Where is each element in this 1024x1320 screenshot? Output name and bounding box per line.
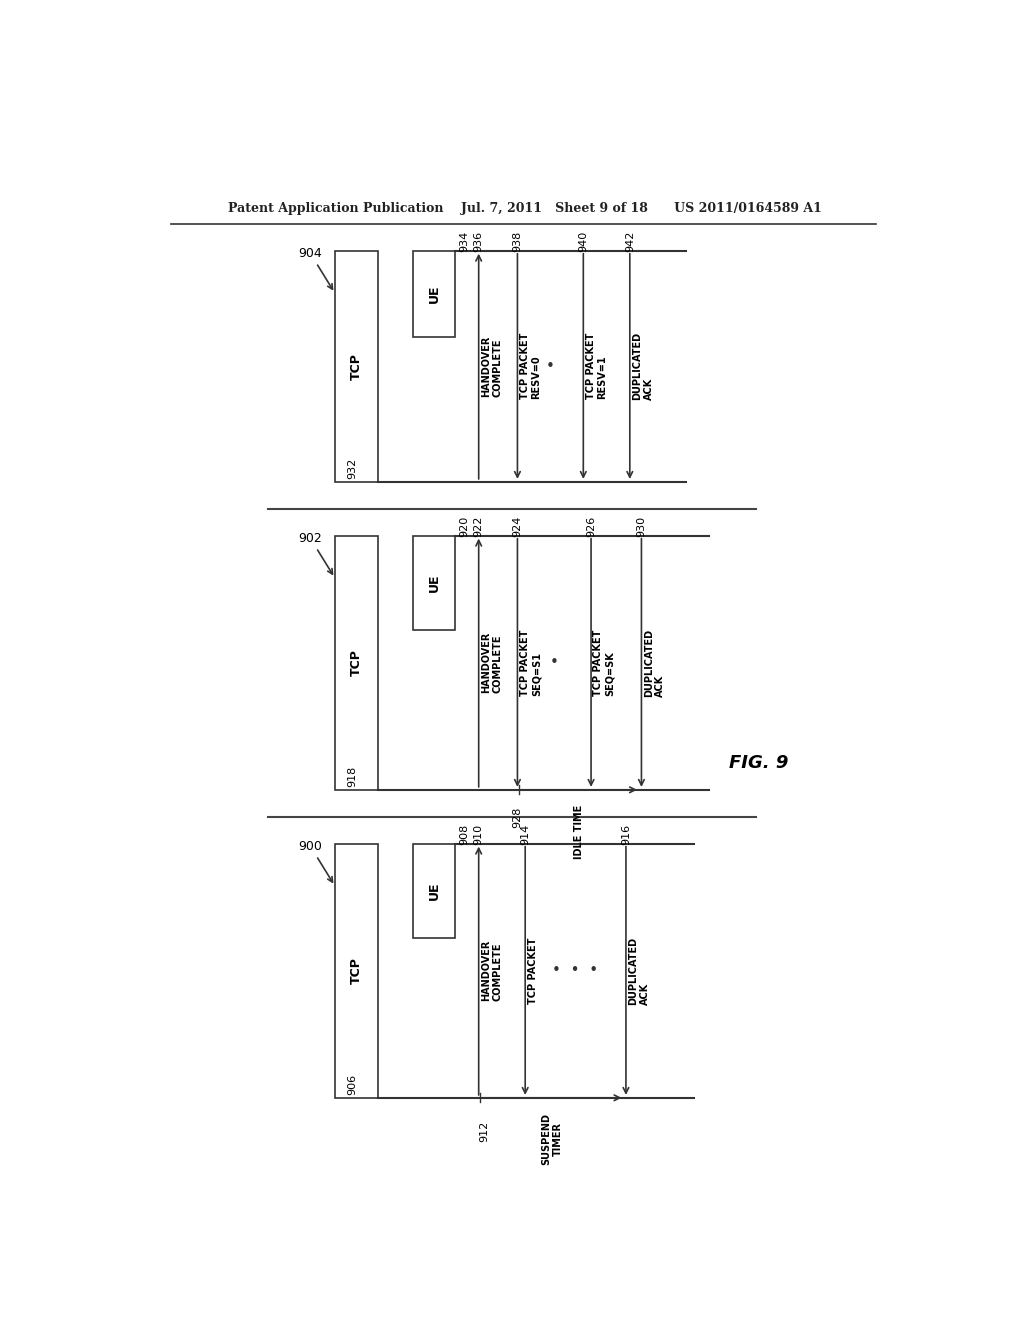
Text: 928: 928 — [512, 807, 522, 828]
Text: TCP PACKET
RESV=0: TCP PACKET RESV=0 — [520, 333, 542, 400]
Text: 942: 942 — [625, 231, 635, 252]
FancyBboxPatch shape — [335, 536, 378, 789]
FancyBboxPatch shape — [335, 843, 378, 1098]
Text: 938: 938 — [512, 231, 522, 252]
Text: 932: 932 — [347, 457, 357, 479]
Text: TCP PACKET
SEQ=S1: TCP PACKET SEQ=S1 — [520, 630, 542, 696]
Text: DUPLICATED
ACK: DUPLICATED ACK — [644, 628, 666, 697]
Text: 908: 908 — [460, 824, 469, 845]
Text: TCP: TCP — [350, 352, 364, 380]
Text: 920: 920 — [460, 516, 469, 537]
Text: UE: UE — [428, 285, 440, 304]
Text: TCP PACKET
SEQ=SK: TCP PACKET SEQ=SK — [593, 630, 615, 696]
Text: TCP PACKET: TCP PACKET — [527, 937, 538, 1005]
Text: DUPLICATED
ACK: DUPLICATED ACK — [632, 333, 653, 400]
Text: IDLE TIME: IDLE TIME — [574, 805, 585, 859]
Text: 912: 912 — [479, 1121, 489, 1142]
Text: 936: 936 — [474, 231, 483, 252]
Text: DUPLICATED
ACK: DUPLICATED ACK — [629, 937, 650, 1005]
Text: •: • — [546, 359, 555, 374]
Text: HANDOVER
COMPLETE: HANDOVER COMPLETE — [481, 632, 503, 693]
Text: 930: 930 — [637, 516, 646, 537]
Text: 918: 918 — [347, 766, 357, 787]
Text: HANDOVER
COMPLETE: HANDOVER COMPLETE — [481, 940, 503, 1002]
Text: UE: UE — [428, 882, 440, 900]
Text: 940: 940 — [579, 231, 589, 252]
Text: HANDOVER
COMPLETE: HANDOVER COMPLETE — [481, 335, 503, 397]
Text: Patent Application Publication    Jul. 7, 2011   Sheet 9 of 18      US 2011/0164: Patent Application Publication Jul. 7, 2… — [228, 202, 821, 215]
Text: 922: 922 — [474, 516, 483, 537]
Text: SUSPEND
TIMER: SUSPEND TIMER — [542, 1113, 563, 1166]
FancyBboxPatch shape — [413, 251, 456, 337]
Text: 916: 916 — [621, 824, 631, 845]
Text: 902: 902 — [299, 532, 333, 574]
Text: 900: 900 — [299, 840, 333, 882]
Text: 910: 910 — [474, 824, 483, 845]
Text: 906: 906 — [347, 1073, 357, 1094]
FancyBboxPatch shape — [413, 843, 456, 939]
Text: •  •  •: • • • — [553, 964, 599, 978]
Text: 926: 926 — [586, 516, 596, 537]
Text: TCP: TCP — [350, 957, 364, 985]
FancyBboxPatch shape — [335, 251, 378, 482]
Text: 914: 914 — [520, 824, 530, 845]
Text: FIG. 9: FIG. 9 — [729, 754, 788, 772]
Text: TCP: TCP — [350, 649, 364, 676]
Text: TCP PACKET
RESV=1: TCP PACKET RESV=1 — [586, 333, 607, 400]
Text: •: • — [550, 655, 559, 671]
FancyBboxPatch shape — [413, 536, 456, 630]
Text: 934: 934 — [460, 231, 469, 252]
Text: 904: 904 — [299, 247, 333, 289]
Text: UE: UE — [428, 574, 440, 593]
Text: 924: 924 — [512, 516, 522, 537]
